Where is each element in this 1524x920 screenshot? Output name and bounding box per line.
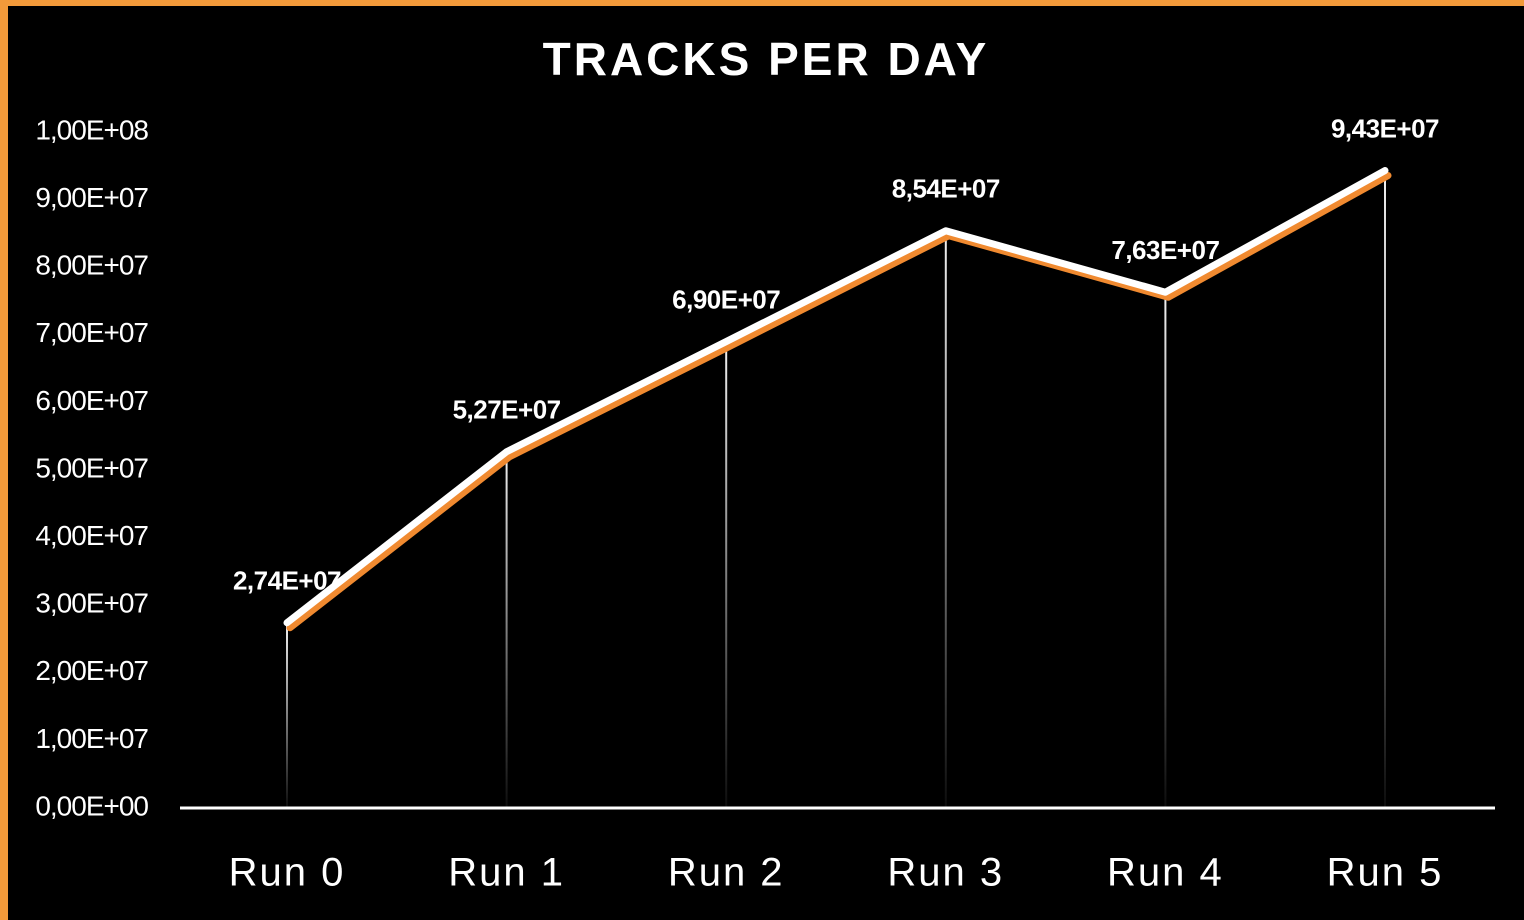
drop-line <box>286 622 288 808</box>
x-tick-label: Run 3 <box>887 851 1004 895</box>
data-label: 2,74E+07 <box>233 566 341 596</box>
y-tick-label: 3,00E+07 <box>35 588 148 619</box>
y-tick-label: 6,00E+07 <box>35 385 148 416</box>
y-tick-label: 8,00E+07 <box>35 250 148 281</box>
data-label: 9,43E+07 <box>1331 113 1439 143</box>
data-label: 8,54E+07 <box>892 174 1000 204</box>
x-tick-label: Run 1 <box>448 851 565 895</box>
y-tick-label: 2,00E+07 <box>35 655 148 686</box>
y-tick-label: 5,00E+07 <box>35 452 148 483</box>
drop-line <box>1384 170 1386 809</box>
line-shadow <box>286 172 1392 632</box>
data-label: 7,63E+07 <box>1111 235 1219 265</box>
line <box>283 167 1389 627</box>
drop-line <box>1164 292 1167 808</box>
drop-line <box>725 341 728 808</box>
drop-line <box>944 230 947 809</box>
x-tick-label: Run 2 <box>668 851 785 895</box>
y-tick-label: 4,00E+07 <box>35 520 148 551</box>
x-tick-label: Run 5 <box>1327 851 1444 895</box>
data-label: 5,27E+07 <box>453 395 561 425</box>
x-tick-label: Run 4 <box>1107 851 1224 895</box>
y-tick-label: 0,00E+00 <box>35 790 148 821</box>
data-label: 6,90E+07 <box>672 284 780 314</box>
x-tick-label: Run 0 <box>229 851 346 895</box>
drop-line <box>505 451 508 808</box>
y-tick-label: 1,00E+07 <box>35 723 148 754</box>
y-tick-label: 7,00E+07 <box>35 317 148 348</box>
y-tick-label: 9,00E+07 <box>35 182 148 213</box>
chart-title: TRACKS PER DAY <box>543 33 990 85</box>
y-tick-label: 1,00E+08 <box>35 114 148 145</box>
